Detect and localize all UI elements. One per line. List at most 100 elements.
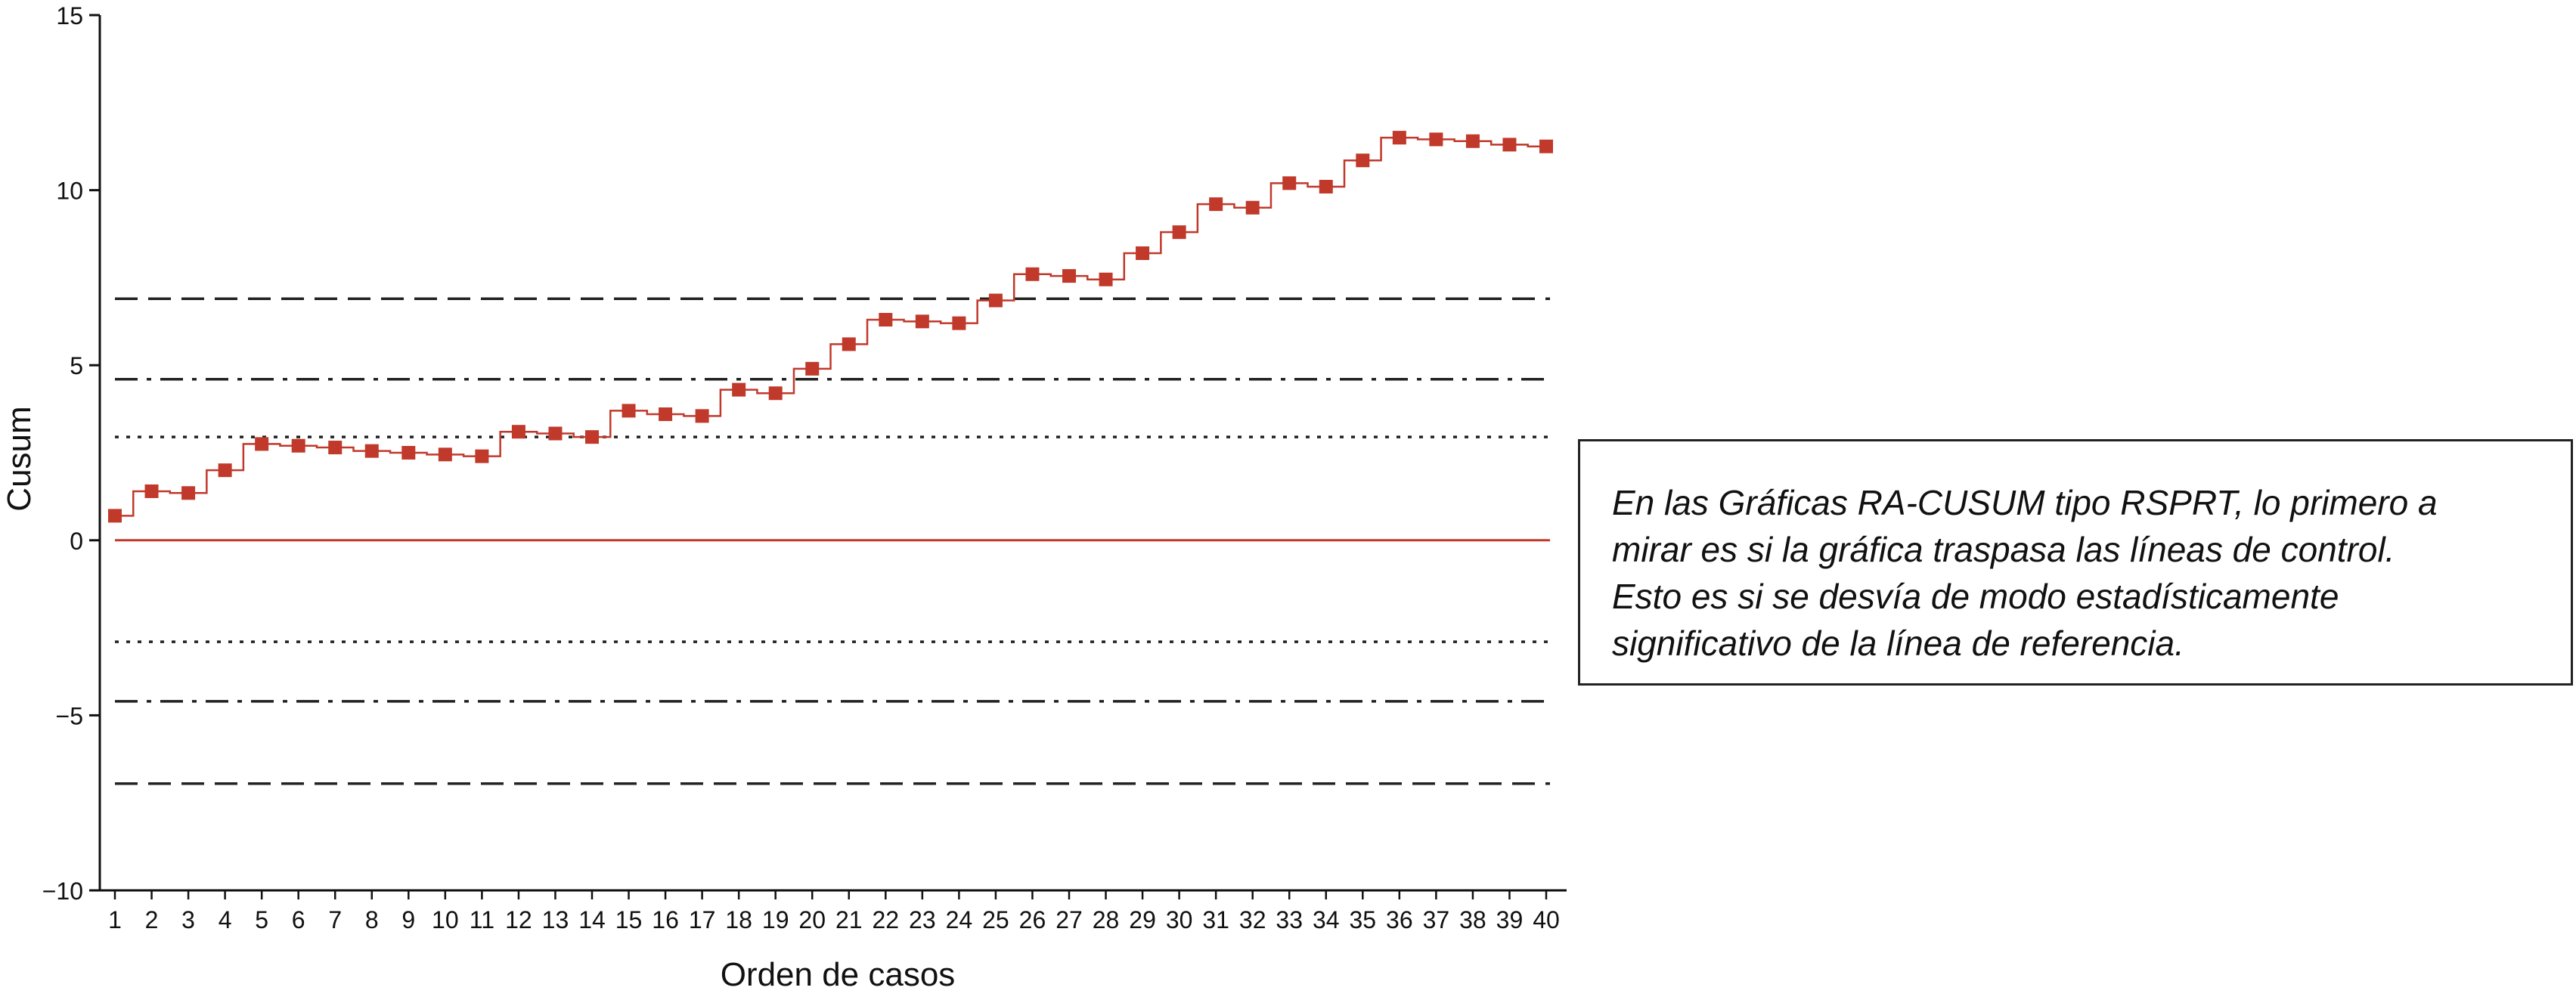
data-point: [1539, 139, 1553, 153]
series-line: [115, 136, 1546, 517]
x-ticks: 1 2 3 4 5 6 7 8 9 10 11 12 13 14 15 16 17 18 19 20 21 22 23 24 2…: [108, 890, 1560, 933]
x-tick-label: 16: [652, 906, 679, 933]
x-tick-label: 31: [1202, 906, 1229, 933]
x-tick-label: 27: [1056, 906, 1083, 933]
x-tick-label: 1: [108, 906, 122, 933]
y-ticks: −10 −5 0 5 10 15: [42, 2, 100, 905]
x-tick-label: 38: [1459, 906, 1486, 933]
x-tick-label: 12: [505, 906, 532, 933]
y-tick-label: 0: [70, 528, 83, 555]
x-tick-label: 21: [835, 906, 863, 933]
data-point: [915, 314, 929, 329]
annotation-box: En las Gráficas RA-CUSUM tipo RSPRT, lo …: [1578, 439, 2573, 686]
x-tick-label: 14: [578, 906, 606, 933]
x-tick-label: 29: [1129, 906, 1156, 933]
data-point: [401, 446, 416, 460]
x-tick-label: 24: [946, 906, 973, 933]
x-tick-label: 23: [909, 906, 936, 933]
x-tick-label: 2: [145, 906, 159, 933]
x-tick-label: 26: [1019, 906, 1046, 933]
y-tick-label: 15: [56, 2, 83, 29]
data-point: [768, 386, 783, 401]
x-tick-label: 36: [1386, 906, 1413, 933]
data-point: [328, 441, 343, 455]
annotation-line-4: significativo de la línea de referencia.: [1612, 624, 2184, 663]
x-tick-label: 19: [762, 906, 789, 933]
data-point: [952, 316, 966, 330]
data-point: [1099, 272, 1113, 286]
data-point: [291, 438, 305, 453]
data-point: [1209, 197, 1223, 212]
x-tick-label: 15: [615, 906, 643, 933]
x-tick-label: 20: [798, 906, 826, 933]
x-tick-label: 28: [1093, 906, 1120, 933]
data-point: [988, 293, 1003, 308]
x-tick-label: 35: [1350, 906, 1377, 933]
data-point: [1429, 132, 1443, 147]
data-point: [805, 361, 820, 376]
x-tick-label: 33: [1276, 906, 1303, 933]
data-point: [659, 407, 673, 422]
x-tick-label: 25: [982, 906, 1009, 933]
data-point: [255, 437, 269, 451]
cusum-series: [108, 131, 1553, 523]
y-tick-label: −5: [56, 702, 83, 729]
data-point: [1062, 269, 1076, 283]
data-point: [1356, 153, 1370, 168]
data-point: [181, 486, 196, 500]
x-tick-label: 40: [1533, 906, 1560, 933]
data-point: [1025, 267, 1040, 281]
data-point: [1172, 225, 1186, 240]
y-tick-label: −10: [42, 878, 83, 905]
x-tick-label: 17: [689, 906, 716, 933]
data-point: [1392, 131, 1406, 145]
x-tick-label: 22: [873, 906, 900, 933]
x-tick-label: 18: [725, 906, 752, 933]
x-tick-label: 4: [219, 906, 232, 933]
x-tick-label: 3: [181, 906, 195, 933]
data-point: [732, 382, 746, 397]
data-point: [1136, 246, 1150, 260]
data-point: [695, 409, 709, 423]
axes: [98, 15, 1567, 892]
data-point: [144, 484, 159, 498]
data-point: [585, 430, 599, 444]
x-tick-label: 8: [365, 906, 379, 933]
data-point: [108, 509, 122, 523]
x-tick-label: 13: [542, 906, 569, 933]
x-tick-label: 11: [470, 906, 494, 933]
x-tick-label: 30: [1166, 906, 1193, 933]
control-lines: [115, 297, 1550, 785]
data-point: [1502, 138, 1517, 152]
x-tick-label: 37: [1423, 906, 1450, 933]
data-point: [475, 449, 489, 463]
data-point: [511, 425, 525, 439]
x-axis-title: Orden de casos: [721, 956, 956, 993]
data-point: [364, 444, 379, 458]
data-point: [548, 426, 563, 441]
annotation-line-3: Esto es si se desvía de modo estadística…: [1612, 577, 2339, 616]
y-tick-label: 5: [70, 352, 83, 379]
data-point: [879, 312, 893, 327]
x-tick-label: 32: [1239, 906, 1266, 933]
x-tick-label: 5: [255, 906, 268, 933]
data-point: [622, 404, 636, 418]
x-tick-label: 9: [401, 906, 415, 933]
data-point: [218, 463, 232, 478]
y-tick-label: 10: [56, 178, 83, 205]
data-point: [438, 447, 452, 462]
annotation-line-1: En las Gráficas RA-CUSUM tipo RSPRT, lo …: [1612, 483, 2438, 522]
x-tick-label: 7: [328, 906, 342, 933]
x-tick-label: 34: [1313, 906, 1340, 933]
y-axis-title: Cusum: [1, 406, 38, 511]
x-tick-label: 39: [1496, 906, 1524, 933]
x-tick-label: 6: [292, 906, 305, 933]
data-point: [842, 337, 856, 351]
annotation-line-2: mirar es si la gráfica traspasa las líne…: [1612, 530, 2395, 569]
data-point: [1282, 176, 1297, 190]
data-point: [1245, 200, 1260, 215]
x-tick-label: 10: [432, 906, 459, 933]
data-point: [1319, 179, 1333, 193]
data-point: [1465, 134, 1480, 148]
